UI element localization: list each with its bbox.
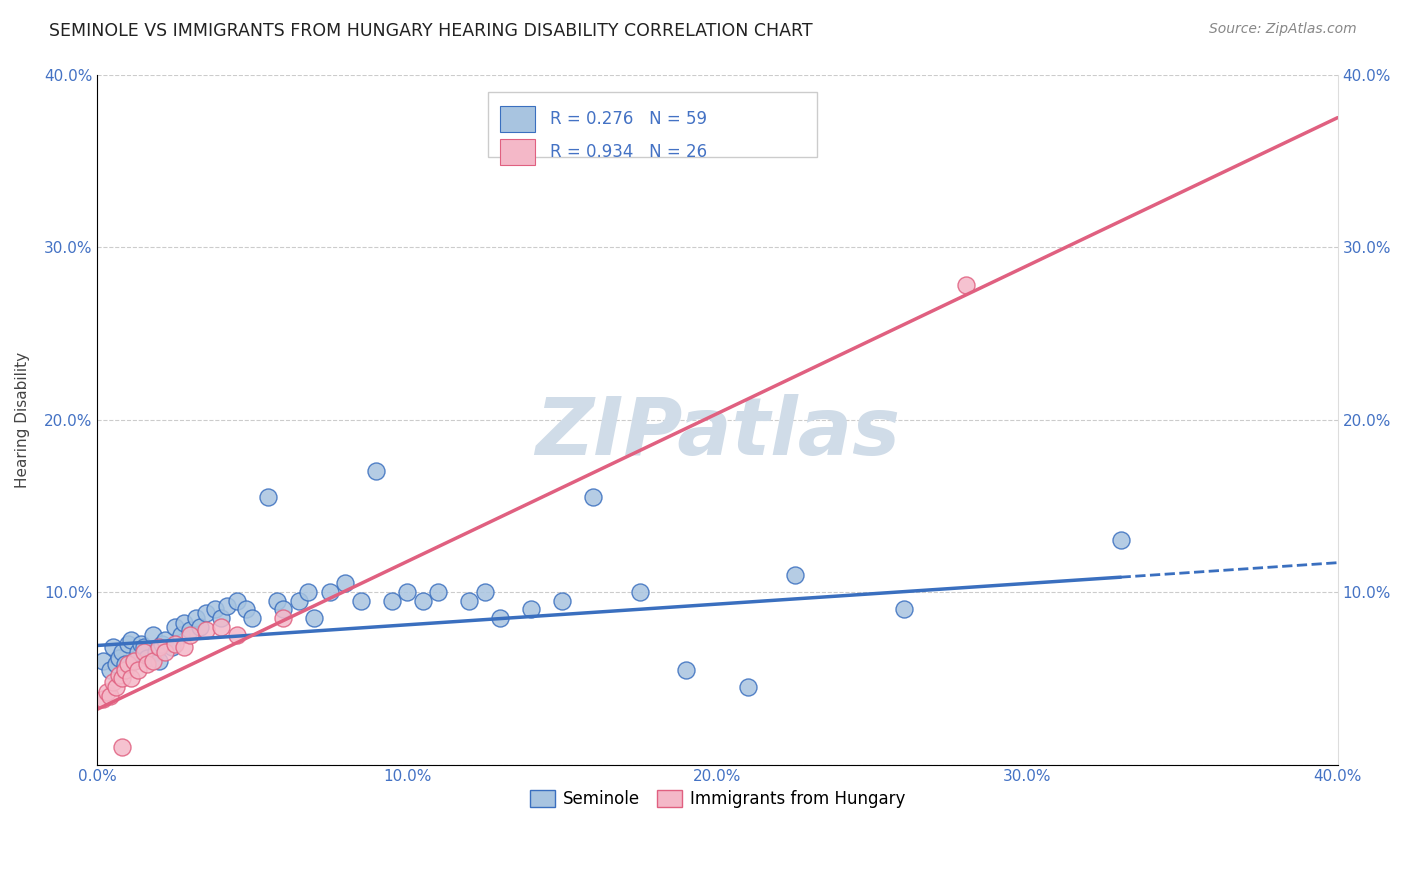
Point bbox=[148, 640, 170, 655]
Point bbox=[120, 671, 142, 685]
Point bbox=[551, 593, 574, 607]
Point bbox=[271, 611, 294, 625]
Text: ZIPatlas: ZIPatlas bbox=[534, 394, 900, 473]
Point bbox=[188, 619, 211, 633]
Point bbox=[114, 657, 136, 672]
Point bbox=[129, 637, 152, 651]
Point bbox=[114, 663, 136, 677]
Point bbox=[111, 740, 134, 755]
Point bbox=[366, 464, 388, 478]
Point bbox=[335, 576, 357, 591]
Point bbox=[117, 637, 139, 651]
Point bbox=[135, 650, 157, 665]
Point bbox=[396, 585, 419, 599]
Point bbox=[194, 623, 217, 637]
Point bbox=[173, 640, 195, 655]
Point bbox=[266, 593, 288, 607]
Point bbox=[142, 654, 165, 668]
Point bbox=[101, 640, 124, 655]
Point bbox=[209, 619, 232, 633]
Point bbox=[737, 680, 759, 694]
Point bbox=[124, 654, 146, 668]
FancyBboxPatch shape bbox=[501, 138, 536, 165]
Point bbox=[304, 611, 326, 625]
Point bbox=[204, 602, 226, 616]
Legend: Seminole, Immigrants from Hungary: Seminole, Immigrants from Hungary bbox=[523, 783, 912, 814]
Point bbox=[240, 611, 263, 625]
Point bbox=[160, 640, 183, 655]
Point bbox=[955, 277, 977, 292]
Point bbox=[98, 663, 121, 677]
Point bbox=[297, 585, 319, 599]
Point bbox=[209, 611, 232, 625]
Point bbox=[142, 628, 165, 642]
Point bbox=[93, 654, 115, 668]
Point bbox=[350, 593, 373, 607]
Point bbox=[225, 628, 247, 642]
Point bbox=[179, 623, 201, 637]
Point bbox=[235, 602, 257, 616]
Point bbox=[225, 593, 247, 607]
Point bbox=[108, 650, 131, 665]
Point bbox=[489, 611, 512, 625]
Point bbox=[474, 585, 496, 599]
Point bbox=[111, 671, 134, 685]
Point bbox=[127, 663, 149, 677]
Point bbox=[520, 602, 543, 616]
Point bbox=[170, 628, 193, 642]
Point bbox=[179, 628, 201, 642]
Point bbox=[1109, 533, 1132, 548]
Point bbox=[120, 633, 142, 648]
Point bbox=[155, 633, 177, 648]
Point bbox=[194, 606, 217, 620]
Point bbox=[217, 599, 239, 613]
Point bbox=[117, 657, 139, 672]
Text: SEMINOLE VS IMMIGRANTS FROM HUNGARY HEARING DISABILITY CORRELATION CHART: SEMINOLE VS IMMIGRANTS FROM HUNGARY HEAR… bbox=[49, 22, 813, 40]
Text: R = 0.934   N = 26: R = 0.934 N = 26 bbox=[550, 143, 707, 161]
Point bbox=[458, 593, 481, 607]
Point bbox=[101, 674, 124, 689]
FancyBboxPatch shape bbox=[488, 92, 817, 157]
Point bbox=[427, 585, 450, 599]
Point bbox=[271, 602, 294, 616]
Point bbox=[104, 680, 127, 694]
Point bbox=[173, 616, 195, 631]
Point bbox=[155, 645, 177, 659]
Text: Source: ZipAtlas.com: Source: ZipAtlas.com bbox=[1209, 22, 1357, 37]
Point bbox=[628, 585, 651, 599]
Point bbox=[132, 645, 155, 659]
Point bbox=[412, 593, 434, 607]
Point bbox=[135, 657, 157, 672]
Point bbox=[288, 593, 311, 607]
Point bbox=[127, 645, 149, 659]
Point bbox=[381, 593, 404, 607]
Point bbox=[96, 685, 118, 699]
Point bbox=[582, 490, 605, 504]
Point bbox=[675, 663, 697, 677]
Y-axis label: Hearing Disability: Hearing Disability bbox=[15, 351, 30, 488]
Point bbox=[783, 567, 806, 582]
Point bbox=[104, 657, 127, 672]
Point bbox=[98, 689, 121, 703]
Point bbox=[163, 619, 186, 633]
Point bbox=[145, 645, 167, 659]
Point bbox=[148, 654, 170, 668]
Point bbox=[124, 654, 146, 668]
Point bbox=[163, 637, 186, 651]
Point bbox=[319, 585, 342, 599]
Point bbox=[256, 490, 278, 504]
Point bbox=[108, 668, 131, 682]
Point bbox=[150, 637, 173, 651]
Point bbox=[186, 611, 208, 625]
Point bbox=[132, 640, 155, 655]
Text: R = 0.276   N = 59: R = 0.276 N = 59 bbox=[550, 110, 707, 128]
Point bbox=[111, 645, 134, 659]
Point bbox=[893, 602, 915, 616]
Point bbox=[93, 692, 115, 706]
FancyBboxPatch shape bbox=[501, 105, 536, 132]
